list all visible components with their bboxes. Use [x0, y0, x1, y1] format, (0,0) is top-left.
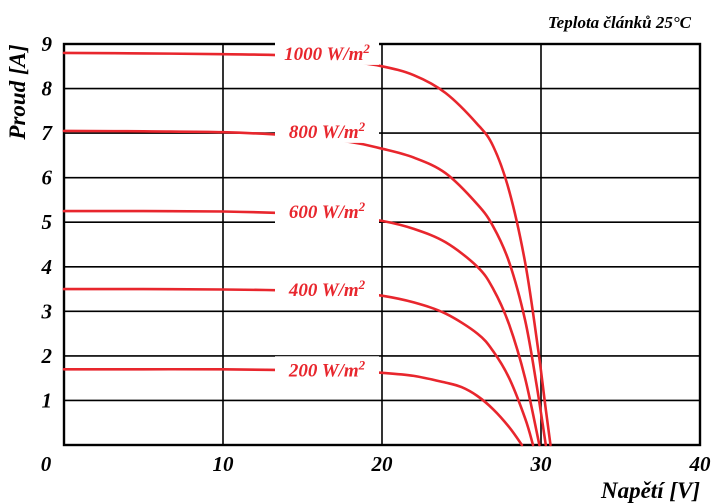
y-tick-label: 1	[42, 388, 53, 412]
x-tick-label: 20	[371, 452, 394, 476]
y-tick-label: 3	[41, 299, 53, 323]
grid	[64, 44, 700, 445]
y-tick-label: 6	[42, 166, 53, 190]
series-label-backdrop	[275, 117, 379, 143]
series-line-2	[62, 209, 541, 447]
y-tick-label: 9	[42, 32, 53, 56]
curves: 1000 W/m2 800 W/m2 600 W/m2 400 W/m2 200 W/m…	[62, 39, 552, 447]
series-label-2: 600 W/m2	[289, 199, 366, 223]
series-label-backdrop	[275, 276, 379, 302]
tick-labels: 0 10 20 30 40 1 2 3 4 5 6 7 8 9	[41, 32, 712, 476]
x-tick-label: 30	[530, 452, 553, 476]
series-line-3	[62, 287, 535, 447]
y-axis-title: Proud [A]	[5, 44, 30, 141]
series-label-4: 200 W/m2	[288, 357, 366, 381]
series-line-4	[62, 367, 524, 447]
temperature-note: Teplota článků 25°C	[548, 13, 692, 32]
series-line-0	[62, 51, 552, 447]
y-tick-label: 2	[41, 344, 53, 368]
series-label-backdrop	[275, 198, 379, 224]
series-label-1: 800 W/m2	[289, 119, 366, 143]
x-axis-title: Napětí [V]	[600, 478, 700, 503]
plot-frame	[62, 42, 702, 447]
series-label-0: 1000 W/m2	[284, 41, 370, 65]
x-tick-label: 10	[213, 452, 235, 476]
x-tick-label: 0	[41, 452, 52, 476]
y-tick-label: 7	[42, 121, 54, 145]
series-label-backdrop	[275, 39, 379, 65]
y-tick-label: 4	[41, 255, 53, 279]
series-label-backdrop	[275, 356, 379, 382]
series-label-3: 400 W/m2	[288, 277, 366, 301]
x-tick-label: 40	[689, 452, 712, 476]
y-tick-label: 8	[42, 77, 53, 101]
y-tick-label: 5	[42, 210, 53, 234]
series-line-1	[62, 129, 548, 447]
